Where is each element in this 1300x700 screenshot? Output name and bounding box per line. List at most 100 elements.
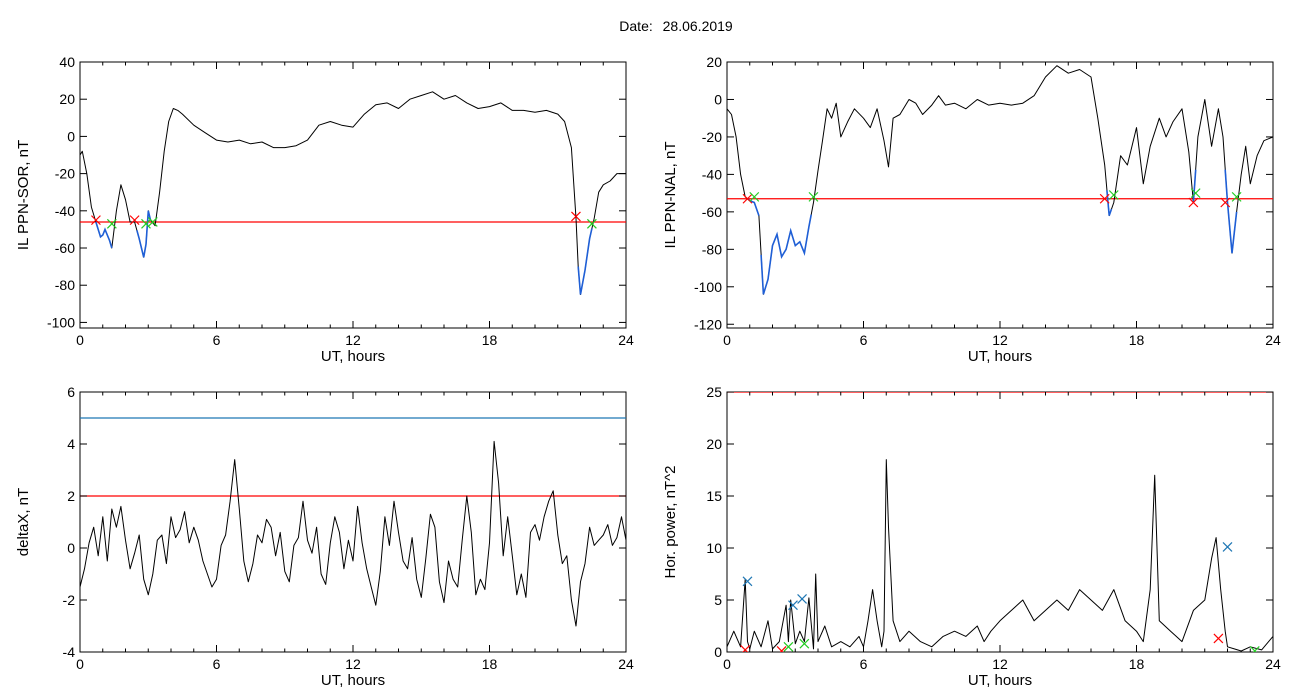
event-start-marker <box>1188 197 1199 208</box>
y-tick-label: 20 <box>59 91 75 107</box>
y-tick-label: -60 <box>55 240 75 256</box>
y-tick-label: 10 <box>706 540 722 556</box>
x-tick-label: 6 <box>213 332 221 348</box>
x-axis-label: UT, hours <box>321 672 385 689</box>
chart-panel-1: 0 6 12 18 24 40 20 0 -20 -40 -60 -80 -100 UT, hours IL… <box>15 54 634 365</box>
plot-area <box>727 392 1273 652</box>
x-tick-label: 18 <box>482 332 498 348</box>
y-tick-label: 6 <box>67 384 75 400</box>
series-line <box>727 65 1273 295</box>
event-segment <box>1192 169 1197 203</box>
x-tick-label: 18 <box>1129 332 1145 348</box>
event-peak-marker <box>788 600 798 611</box>
event-segment <box>577 228 593 295</box>
series-line <box>80 440 626 627</box>
y-axis-label: Hor. power, nT^2 <box>662 466 679 579</box>
y-tick-label: 0 <box>67 540 75 556</box>
y-tick-label: -2 <box>63 592 76 608</box>
x-tick-label: 6 <box>213 656 221 672</box>
y-tick-label: 40 <box>59 54 75 70</box>
y-tick-label: -80 <box>702 241 722 257</box>
y-tick-label: 4 <box>67 436 75 452</box>
event-peak-marker <box>797 594 807 604</box>
y-tick-label: -80 <box>55 277 75 293</box>
chart-panel-2: 0 6 12 18 24 20 0 -20 -40 -60 -80 -100 -120 UT, hours… <box>662 54 1281 365</box>
date-label: Date: <box>619 18 653 34</box>
x-tick-label: 24 <box>1265 332 1281 348</box>
x-tick-label: 6 <box>860 656 868 672</box>
y-tick-label: -100 <box>694 279 722 295</box>
event-end-marker <box>1231 191 1242 202</box>
event-start-marker <box>1220 197 1231 208</box>
event-start-marker <box>129 215 140 226</box>
y-axis-label: deltaX, nT <box>15 488 32 556</box>
y-tick-label: 2 <box>67 488 75 504</box>
y-tick-label: 25 <box>706 384 722 400</box>
event-start-marker <box>571 211 581 222</box>
event-segment <box>1224 169 1238 254</box>
y-tick-label: -100 <box>47 314 75 330</box>
x-axis-label: UT, hours <box>321 348 385 365</box>
event-end-marker <box>1190 188 1201 199</box>
x-tick-label: 18 <box>1129 656 1145 672</box>
y-tick-label: 20 <box>706 436 722 452</box>
y-axis-label: IL PPN-SOR, nT <box>15 140 32 250</box>
y-tick-label: -120 <box>694 316 722 332</box>
plot-frame <box>726 61 1274 329</box>
event-end-marker <box>1108 190 1119 200</box>
series-line <box>727 459 1273 652</box>
plot-frame <box>726 391 1274 653</box>
x-tick-label: 24 <box>1265 656 1281 672</box>
event-segment <box>136 210 152 258</box>
date-value: 28.06.2019 <box>662 18 733 34</box>
y-tick-label: 0 <box>714 91 722 107</box>
event-end-marker <box>106 218 117 229</box>
y-tick-label: -20 <box>702 129 722 145</box>
event-end-marker <box>586 218 597 229</box>
event-end-marker <box>749 191 760 202</box>
event-segment <box>95 221 113 249</box>
x-tick-label: 24 <box>618 332 634 348</box>
x-tick-label: 18 <box>482 656 498 672</box>
y-tick-label: -4 <box>63 644 76 660</box>
y-tick-label: 15 <box>706 488 722 504</box>
chart-panel-3: 0 6 12 18 24 6 4 2 0 -2 -4 UT, hours deltaX, nT <box>15 384 634 689</box>
plot-area <box>727 65 1273 295</box>
event-end-marker <box>783 641 794 652</box>
event-end-marker <box>147 217 158 227</box>
x-tick-label: 24 <box>618 656 634 672</box>
event-end-marker <box>141 218 151 229</box>
y-tick-label: 5 <box>714 592 722 608</box>
x-tick-label: 6 <box>860 332 868 348</box>
x-tick-label: 0 <box>76 332 84 348</box>
event-start-marker <box>740 644 751 652</box>
chart-panel-4: 0 6 12 18 24 25 20 15 10 5 0 UT, hours Hor. power, n… <box>662 384 1281 689</box>
x-tick-label: 12 <box>345 656 361 672</box>
event-end-marker <box>1249 646 1260 652</box>
y-axis-label: IL PPN-NAL, nT <box>662 142 679 249</box>
plot-area <box>80 417 626 627</box>
event-peak-marker <box>742 576 753 587</box>
x-axis-label: UT, hours <box>968 348 1032 365</box>
plot-frame <box>79 391 627 653</box>
y-tick-label: -40 <box>702 166 722 182</box>
event-start-marker <box>91 215 101 226</box>
event-segment <box>1106 190 1113 216</box>
x-tick-label: 0 <box>723 332 731 348</box>
y-tick-label: 20 <box>706 54 722 70</box>
y-tick-label: -60 <box>702 204 722 220</box>
x-tick-label: 0 <box>723 656 731 672</box>
event-start-marker <box>776 646 787 652</box>
y-tick-label: 0 <box>714 644 722 660</box>
y-tick-label: 0 <box>67 128 75 144</box>
x-tick-label: 0 <box>76 656 84 672</box>
series-line <box>80 91 626 295</box>
x-tick-label: 12 <box>992 332 1008 348</box>
event-start-marker <box>742 193 753 204</box>
event-segment <box>760 214 812 295</box>
x-tick-label: 12 <box>992 656 1008 672</box>
y-tick-label: -40 <box>55 203 75 219</box>
event-start-marker <box>1099 193 1110 204</box>
figure-date: Date: 28.06.2019 <box>0 18 1300 34</box>
